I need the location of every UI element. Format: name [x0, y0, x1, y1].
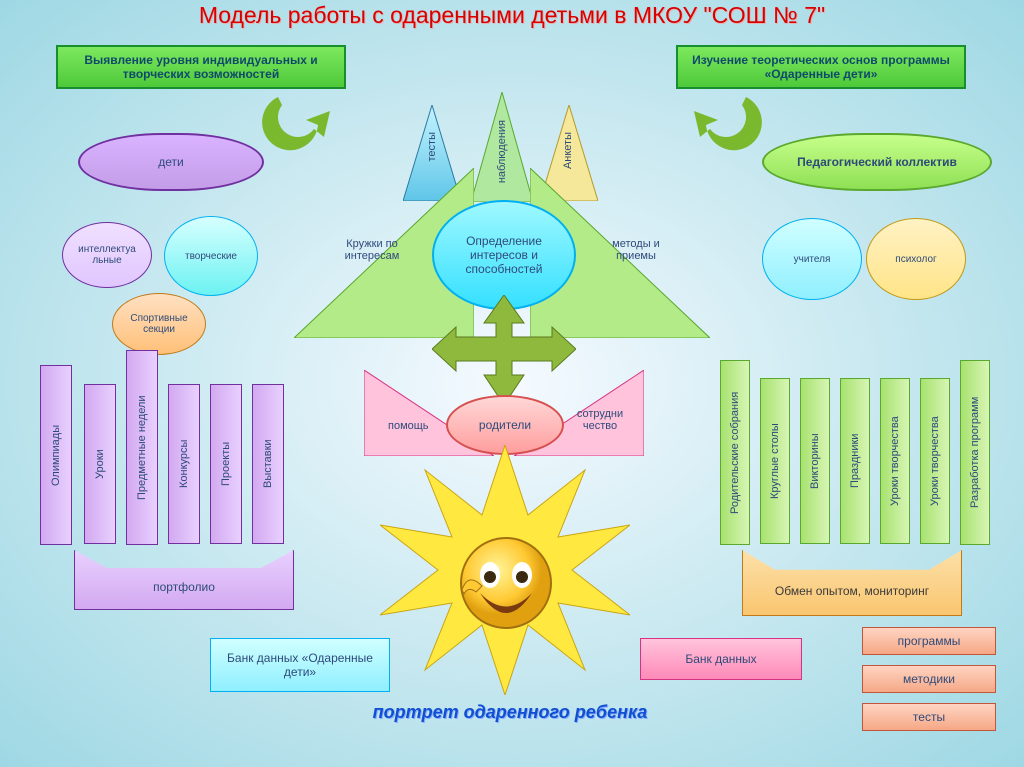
teachers-ellipse: Педагогический коллектив	[762, 133, 992, 191]
portfolio-chevron: портфолио	[74, 550, 294, 610]
circle-creative: творческие	[164, 216, 258, 296]
tri-tests-label: тесты	[426, 132, 438, 161]
out-methods: методики	[862, 665, 996, 693]
tri-upl-text: Кружки по интересам	[332, 238, 412, 262]
right-bar-6: Разработка программ	[960, 360, 990, 545]
top-left-box: Выявление уровня индивидуальных и творче…	[56, 45, 346, 89]
page-title: Модель работы с одаренными детьми в МКОУ…	[0, 2, 1024, 29]
circle-sport: Спортивные секции	[112, 293, 206, 355]
right-bank: Банк данных	[640, 638, 802, 680]
right-bar-5: Уроки творчества	[920, 378, 950, 544]
children-ellipse: дети	[78, 133, 264, 191]
left-bar-5: Выставки	[252, 384, 284, 544]
out-programs: программы	[862, 627, 996, 655]
right-bar-1: Круглые столы	[760, 378, 790, 544]
circle-psych: психолог	[866, 218, 966, 300]
right-bar-0: Родительские собрания	[720, 360, 750, 545]
left-bar-0: Олимпиады	[40, 365, 72, 545]
out-tests: тесты	[862, 703, 996, 731]
tri-help-text: помощь	[388, 420, 429, 432]
circle-intellectual: интеллектуа льные	[62, 222, 152, 288]
tri-survey-label: Анкеты	[562, 132, 574, 169]
right-bar-3: Праздники	[840, 378, 870, 544]
portrait-label: портрет одаренного ребенка	[350, 702, 670, 723]
circle-teachers: учителя	[762, 218, 862, 300]
right-bar-2: Викторины	[800, 378, 830, 544]
left-bar-2: Предметные недели	[126, 350, 158, 545]
center-ellipse: Определение интересов и способностей	[432, 200, 576, 310]
left-bar-3: Конкурсы	[168, 384, 200, 544]
exchange-chevron: Обмен опытом, мониторинг	[742, 550, 962, 616]
tri-obs-label: наблюдения	[496, 120, 508, 183]
left-bar-1: Уроки	[84, 384, 116, 544]
top-right-box: Изучение теоретических основ программы «…	[676, 45, 966, 89]
tri-upr-text: методы и приемы	[596, 238, 676, 262]
right-bar-4: Уроки творчества	[880, 378, 910, 544]
left-bank: Банк данных «Одаренные дети»	[210, 638, 390, 692]
arrow-right-swirl	[680, 85, 766, 171]
tri-coop-text: сотрудни чество	[570, 408, 630, 432]
smiley-icon	[458, 535, 554, 631]
arrow-left-swirl	[258, 85, 344, 171]
left-bar-4: Проекты	[210, 384, 242, 544]
